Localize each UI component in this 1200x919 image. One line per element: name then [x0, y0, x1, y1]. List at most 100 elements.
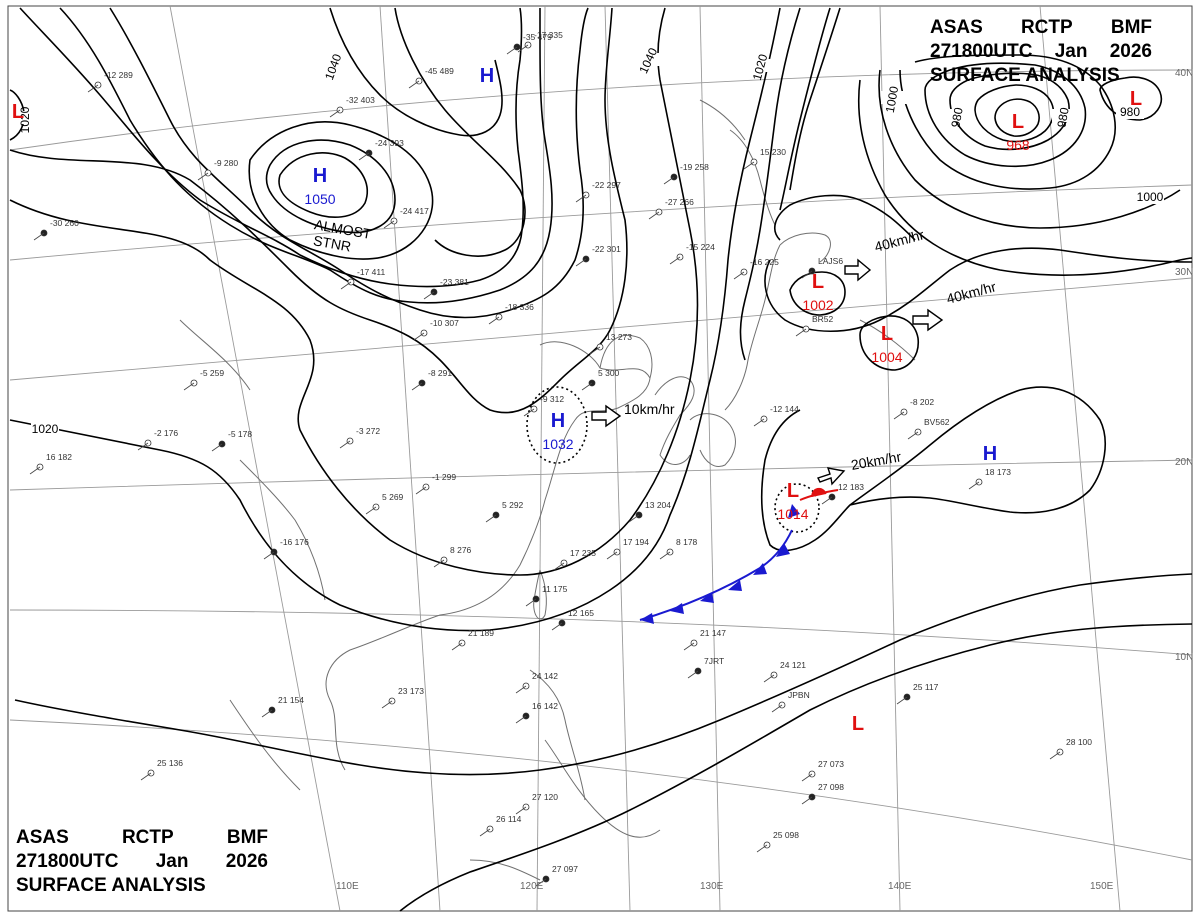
station-value: 17 194 — [623, 537, 649, 547]
station-value: 25 136 — [157, 758, 183, 768]
center-symbol: L — [1012, 111, 1024, 133]
station-observation: LAJS6 — [801, 256, 843, 279]
header-code-asas: ASAS — [16, 827, 69, 848]
station-observation: 27 097 — [535, 864, 578, 887]
station-observation: 26 114 — [479, 814, 522, 837]
station-observation: 21 189 — [451, 628, 494, 651]
isobar-label: 1000 — [1137, 190, 1164, 204]
center-symbol: L — [881, 323, 893, 345]
station-observation: -9 312 — [523, 394, 564, 417]
station-value: LAJS6 — [818, 256, 843, 266]
station-observation: 5 292 — [485, 500, 524, 523]
header-line-1: ASAS RCTP BMF — [930, 16, 1152, 40]
station-observation: 5 300 — [581, 368, 620, 391]
center-symbol: L — [812, 271, 824, 293]
isobar-label: 980 — [1054, 106, 1071, 128]
center-symbol: L — [1130, 88, 1142, 110]
station-value: 27 120 — [532, 792, 558, 802]
low-pressure-center: L — [12, 101, 24, 123]
center-symbol: H — [313, 165, 327, 187]
station-value: -35 479 — [523, 32, 552, 42]
station-value: 21 154 — [278, 695, 304, 705]
motion-arrows — [591, 258, 944, 486]
longitude-label: 120E — [520, 881, 544, 892]
station-observation: BR52 — [795, 314, 834, 337]
station-observation: -17 411 — [340, 267, 385, 290]
station-value: -15 224 — [686, 242, 715, 252]
station-observation: 25 117 — [896, 682, 939, 705]
station-value: -3 272 — [356, 426, 380, 436]
header-year: 2026 — [1109, 41, 1152, 62]
station-observation: -24 393 — [358, 138, 404, 161]
header-month: Jan — [155, 851, 189, 872]
station-observation: 27 120 — [515, 792, 558, 815]
station-observation: 8 276 — [433, 545, 472, 568]
station-observation: -18 336 — [488, 302, 534, 325]
header-time: 271800UTC — [930, 41, 1033, 62]
center-symbol: L — [12, 101, 24, 123]
station-value: -22 297 — [592, 180, 621, 190]
low-pressure-center: L 968 — [1006, 111, 1030, 153]
station-observation: -35 479 — [506, 32, 552, 55]
station-observation: 15 230 — [743, 147, 786, 170]
station-observation: 13 204 — [628, 500, 671, 523]
header-title: SURFACE ANALYSIS — [16, 875, 206, 896]
station-observation: 18 173 — [968, 467, 1011, 490]
station-observation: 25 098 — [756, 830, 799, 853]
station-value: -8 291 — [428, 368, 452, 378]
station-observation: -12 289 — [87, 70, 133, 93]
station-value: 13 204 — [645, 500, 671, 510]
header-top-right: ASAS RCTP BMF 271800UTC Jan 2026 SURFACE… — [930, 16, 1152, 88]
station-value: -16 225 — [750, 257, 779, 267]
station-value: 23 173 — [398, 686, 424, 696]
longitude-label: 130E — [700, 881, 724, 892]
station-value: 24 121 — [780, 660, 806, 670]
station-observation: 12 165 — [551, 608, 594, 631]
station-value: -27 266 — [665, 197, 694, 207]
station-value: 27 073 — [818, 759, 844, 769]
center-symbol: L — [852, 713, 864, 735]
station-observation: -15 224 — [669, 242, 715, 265]
header-time: 271800UTC — [16, 851, 119, 872]
grid-labels: 40N 30N 20N 10N 110E 120E 130E 140E 150E — [336, 68, 1193, 892]
station-observation: 25 136 — [140, 758, 183, 781]
station-value: -32 403 — [346, 95, 375, 105]
station-observation: -30 260 — [33, 218, 79, 241]
station-observation: 13 273 — [589, 332, 632, 355]
station-observation: 17 235 — [553, 548, 596, 571]
latitude-label: 20N — [1175, 457, 1193, 468]
high-pressure-center: H 1032 — [542, 410, 573, 452]
center-pressure-value: 1002 — [802, 297, 833, 313]
station-value: -16 176 — [280, 537, 309, 547]
station-value: 16 182 — [46, 452, 72, 462]
low-pressure-center: L 1002 — [802, 271, 833, 313]
station-observation: 12 183 — [821, 482, 864, 505]
station-value: 27 097 — [552, 864, 578, 874]
station-observation: -2 176 — [137, 428, 178, 451]
low-pressure-center: L 1004 — [871, 323, 902, 365]
station-value: 28 100 — [1066, 737, 1092, 747]
station-value: 27 098 — [818, 782, 844, 792]
center-pressure-value: 1050 — [304, 191, 335, 207]
station-value: 12 165 — [568, 608, 594, 618]
station-observation: -17 335 — [517, 30, 563, 53]
station-observation: 21 147 — [683, 628, 726, 651]
station-observation: 16 182 — [29, 452, 72, 475]
station-observation: 7JRT — [687, 656, 724, 679]
station-value: 7JRT — [704, 656, 724, 666]
isobar-label: 980 — [948, 106, 965, 128]
station-value: -45 489 — [425, 66, 454, 76]
station-observation: 16 142 — [515, 701, 558, 724]
station-value: 8 178 — [676, 537, 698, 547]
station-observation: -16 176 — [263, 537, 309, 560]
station-observation: -1 299 — [415, 472, 456, 495]
isobar-label: 1020 — [32, 422, 59, 436]
header-code-bmf: BMF — [1110, 17, 1152, 38]
header-month: Jan — [1054, 41, 1088, 62]
station-observation: 11 175 — [525, 584, 568, 607]
station-observation: 21 154 — [261, 695, 304, 718]
station-value: 25 098 — [773, 830, 799, 840]
